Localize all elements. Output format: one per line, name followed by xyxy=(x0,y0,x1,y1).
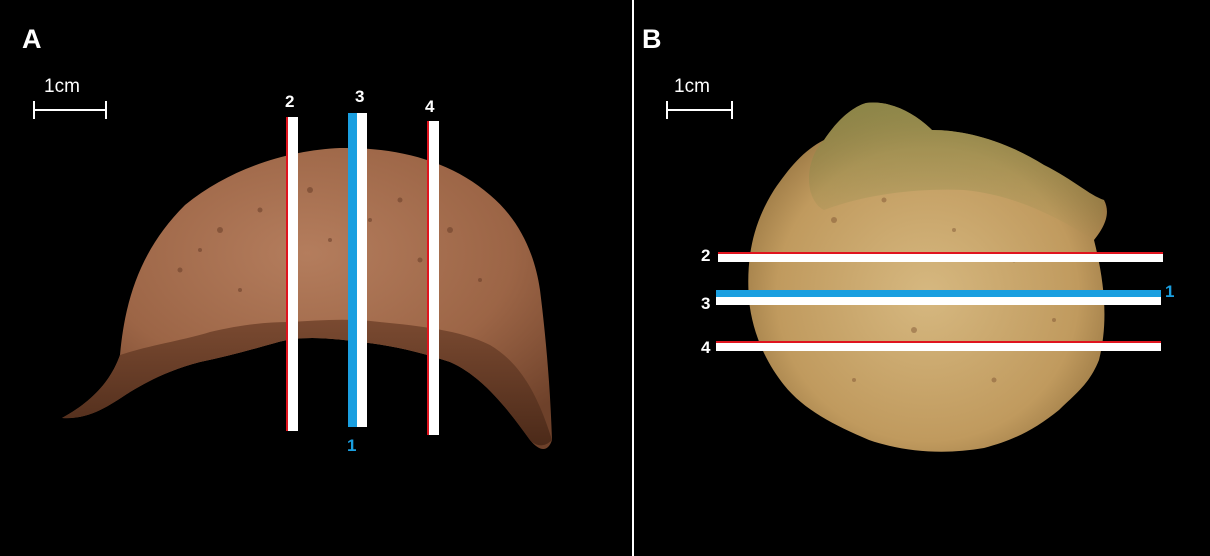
scale-bar-a xyxy=(33,101,107,119)
scale-bar-b xyxy=(666,101,733,119)
panel-b-image xyxy=(666,101,1163,452)
section-line-a-3 xyxy=(357,113,367,427)
panel-b: B 1cm 2 3 4 1 xyxy=(634,0,1210,556)
panel-a: A 1cm 2 3 4 1 xyxy=(22,24,552,455)
section-line-a-2 xyxy=(286,117,298,431)
specimen-a xyxy=(62,147,552,450)
panel-letter-a: A xyxy=(22,24,42,54)
scale-label-b: 1cm xyxy=(674,76,710,97)
panel-letter-b: B xyxy=(642,24,662,54)
line-label-b-1: 1 xyxy=(1165,282,1175,301)
section-line-a-1 xyxy=(348,113,357,427)
line-label-a-2: 2 xyxy=(285,92,295,111)
section-line-b-1 xyxy=(716,290,1161,297)
line-label-a-4: 4 xyxy=(425,97,435,116)
specimen-a-texture xyxy=(177,187,482,292)
specimen-b-shade xyxy=(809,102,1104,241)
line-label-b-3: 3 xyxy=(701,294,711,313)
line-label-b-2: 2 xyxy=(701,246,711,265)
scale-label-a: 1cm xyxy=(44,76,80,97)
section-line-b-4 xyxy=(716,341,1161,351)
panel-divider xyxy=(632,0,634,556)
section-line-b-3 xyxy=(716,297,1161,305)
line-label-a-1: 1 xyxy=(347,436,357,455)
line-label-a-3: 3 xyxy=(355,87,365,106)
line-label-b-4: 4 xyxy=(701,338,711,357)
panel-a-image xyxy=(33,101,552,450)
section-line-b-2 xyxy=(718,252,1163,262)
section-line-a-4 xyxy=(427,121,439,435)
